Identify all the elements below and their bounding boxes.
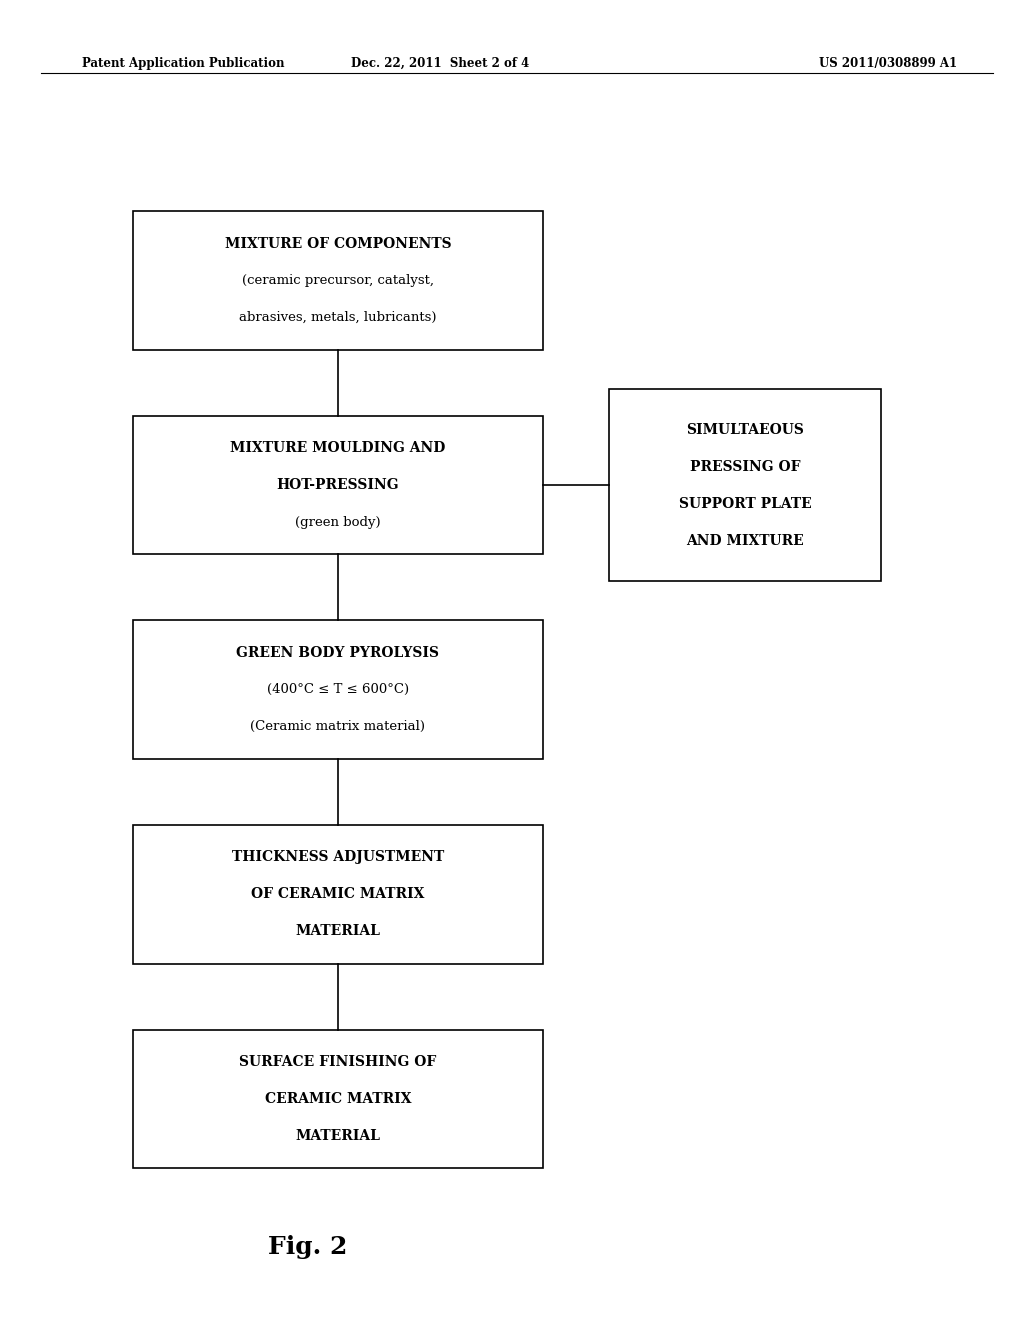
Text: (400°C ≤ T ≤ 600°C): (400°C ≤ T ≤ 600°C) <box>267 684 409 696</box>
Text: MIXTURE MOULDING AND: MIXTURE MOULDING AND <box>230 441 445 455</box>
Text: MATERIAL: MATERIAL <box>296 1129 380 1143</box>
Text: SURFACE FINISHING OF: SURFACE FINISHING OF <box>240 1055 436 1069</box>
Bar <box>133 416 543 554</box>
Text: SUPPORT PLATE: SUPPORT PLATE <box>679 496 811 511</box>
Text: US 2011/0308899 A1: US 2011/0308899 A1 <box>819 57 957 70</box>
Text: MIXTURE OF COMPONENTS: MIXTURE OF COMPONENTS <box>224 236 452 251</box>
Text: Fig. 2: Fig. 2 <box>267 1236 347 1259</box>
Text: GREEN BODY PYROLYSIS: GREEN BODY PYROLYSIS <box>237 645 439 660</box>
Bar <box>133 1030 543 1168</box>
Bar <box>609 389 881 581</box>
Text: OF CERAMIC MATRIX: OF CERAMIC MATRIX <box>251 887 425 902</box>
Text: Patent Application Publication: Patent Application Publication <box>82 57 285 70</box>
Text: Dec. 22, 2011  Sheet 2 of 4: Dec. 22, 2011 Sheet 2 of 4 <box>351 57 529 70</box>
Text: (ceramic precursor, catalyst,: (ceramic precursor, catalyst, <box>242 275 434 286</box>
Text: AND MIXTURE: AND MIXTURE <box>686 533 804 548</box>
Text: SIMULTAEOUS: SIMULTAEOUS <box>686 422 804 437</box>
Text: MATERIAL: MATERIAL <box>296 924 380 939</box>
Text: CERAMIC MATRIX: CERAMIC MATRIX <box>264 1092 412 1106</box>
Text: (green body): (green body) <box>295 516 381 528</box>
Text: PRESSING OF: PRESSING OF <box>690 459 800 474</box>
Bar <box>133 211 543 350</box>
Text: HOT-PRESSING: HOT-PRESSING <box>276 478 399 492</box>
Text: THICKNESS ADJUSTMENT: THICKNESS ADJUSTMENT <box>231 850 444 865</box>
Bar <box>133 620 543 759</box>
Text: abrasives, metals, lubricants): abrasives, metals, lubricants) <box>240 312 436 323</box>
Text: (Ceramic matrix material): (Ceramic matrix material) <box>251 721 425 733</box>
Bar <box>133 825 543 964</box>
